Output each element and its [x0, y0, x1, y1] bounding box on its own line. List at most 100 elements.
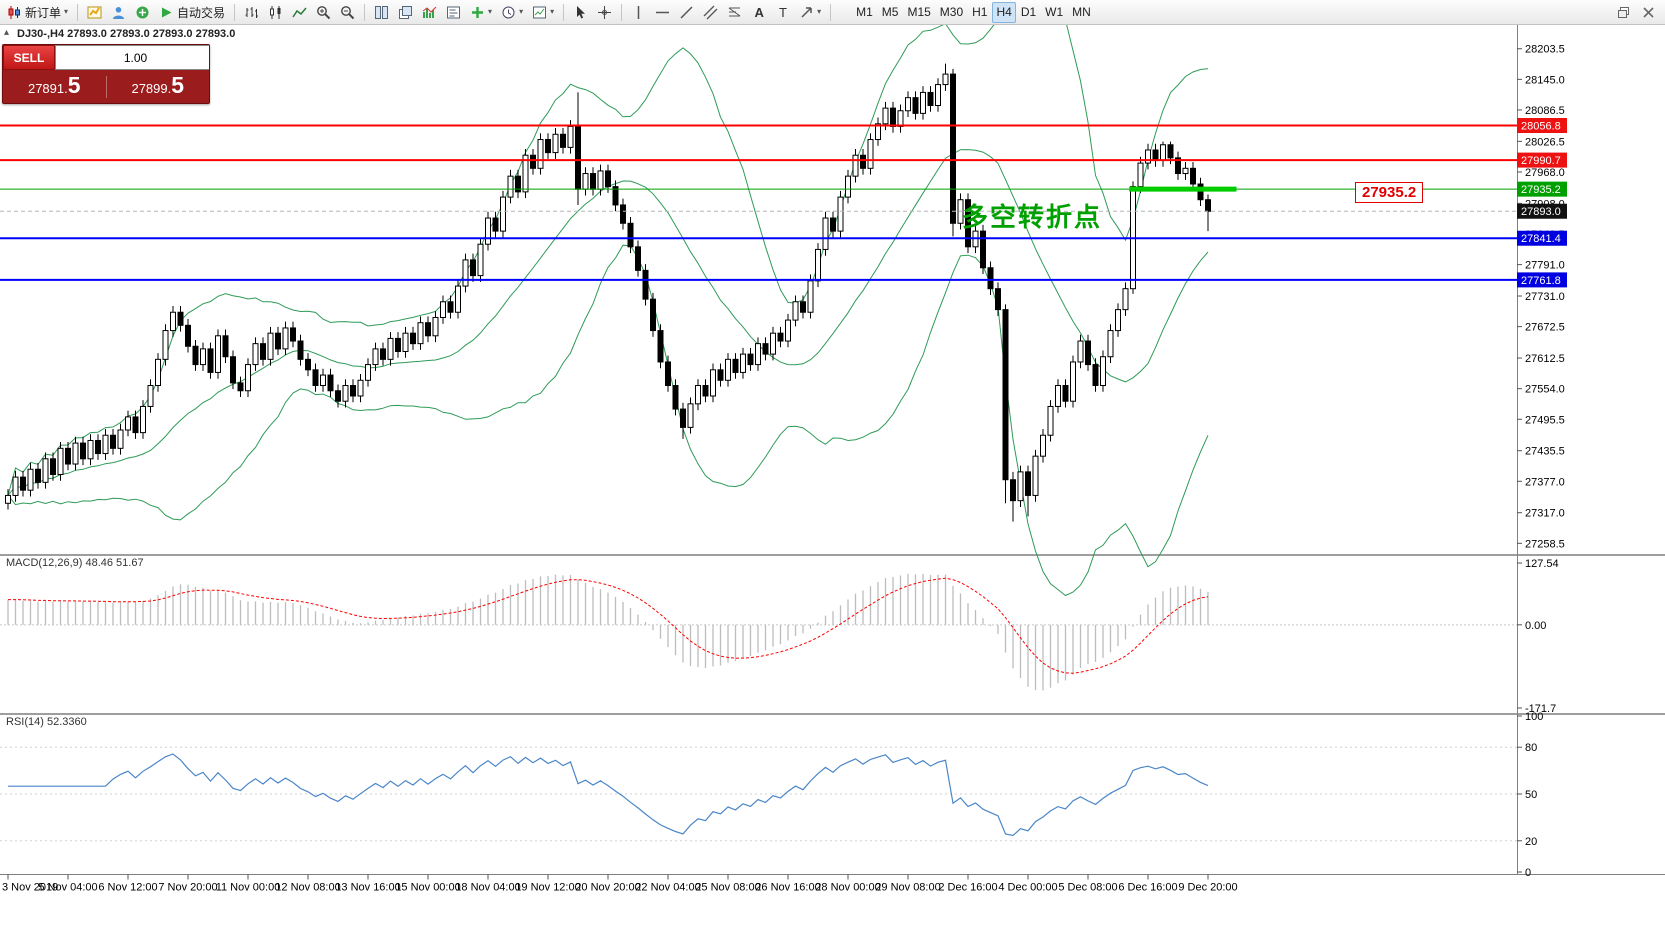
- fibonacci-button[interactable]: [723, 2, 746, 23]
- svg-text:27672.5: 27672.5: [1525, 322, 1565, 334]
- new-order-button[interactable]: 新订单 ▾: [3, 2, 72, 23]
- svg-text:5 Nov 04:00: 5 Nov 04:00: [38, 882, 97, 894]
- svg-text:27893.0: 27893.0: [1521, 206, 1561, 218]
- sell-price[interactable]: 27891.5: [27, 71, 81, 98]
- svg-text:27612.5: 27612.5: [1525, 353, 1565, 365]
- cursor-button[interactable]: [569, 2, 592, 23]
- bar-chart-type-icon: [245, 6, 259, 18]
- autotrading-label: 自动交易: [177, 5, 226, 20]
- cascade-windows-icon: [399, 5, 413, 19]
- new-order-label: 新订单: [25, 5, 62, 20]
- text-tool-button[interactable]: A: [747, 2, 770, 23]
- line-chart-type-button[interactable]: [288, 2, 311, 23]
- channel-icon: [703, 5, 718, 19]
- arrows-button[interactable]: ▾: [795, 2, 825, 23]
- svg-text:28203.5: 28203.5: [1525, 44, 1565, 56]
- sell-button[interactable]: SELL: [3, 45, 55, 70]
- crosshair-button[interactable]: [593, 2, 616, 23]
- svg-text:4 Dec 00:00: 4 Dec 00:00: [998, 882, 1057, 894]
- caret-down-icon: ▾: [488, 7, 493, 16]
- zoom-out-icon: [341, 5, 355, 19]
- close-window-button[interactable]: [1637, 2, 1660, 23]
- trendline-button[interactable]: [675, 2, 698, 23]
- svg-text:6 Dec 16:00: 6 Dec 16:00: [1118, 882, 1177, 894]
- svg-text:T: T: [779, 5, 787, 20]
- indicators-button[interactable]: [418, 2, 441, 23]
- objects-list-button[interactable]: [442, 2, 465, 23]
- svg-text:13 Nov 16:00: 13 Nov 16:00: [335, 882, 400, 894]
- zoom-in-button[interactable]: [312, 2, 335, 23]
- arrow-tool-icon: [801, 6, 812, 18]
- svg-text:27495.5: 27495.5: [1525, 414, 1565, 426]
- indicators-icon: [422, 6, 437, 18]
- macd-panel: 127.54 0.00 -171.7: [0, 558, 1559, 715]
- svg-text:20 Nov 20:00: 20 Nov 20:00: [575, 882, 640, 894]
- svg-text:27761.8: 27761.8: [1521, 275, 1561, 287]
- vertical-line-icon: [637, 5, 640, 19]
- svg-text:28 Nov 00:00: 28 Nov 00:00: [815, 882, 880, 894]
- tab-timeframe-m1[interactable]: M1: [852, 2, 877, 23]
- svg-text:50: 50: [1525, 789, 1537, 801]
- toolbar-separator: [621, 3, 623, 21]
- tab-timeframe-h1[interactable]: H1: [968, 2, 991, 23]
- tab-timeframe-m30[interactable]: M30: [936, 2, 967, 23]
- restore-window-icon: [1618, 6, 1629, 18]
- buy-price[interactable]: 27899.5: [131, 71, 185, 98]
- caret-down-icon: ▾: [64, 7, 69, 16]
- cursor-arrow-icon: [577, 5, 586, 18]
- caret-down-icon: ▾: [817, 7, 822, 16]
- hline-price-label: 27935.2: [1355, 182, 1424, 203]
- cascade-windows-button[interactable]: [394, 2, 417, 23]
- tab-timeframe-m5[interactable]: M5: [878, 2, 903, 23]
- restore-window-button[interactable]: [1612, 2, 1635, 23]
- tab-timeframe-m15[interactable]: M15: [903, 2, 934, 23]
- trade-panel-prices: 27891.5 27899.5: [3, 70, 209, 103]
- lot-input[interactable]: [56, 46, 209, 69]
- svg-text:27968.0: 27968.0: [1525, 167, 1565, 179]
- tile-windows-button[interactable]: [370, 2, 393, 23]
- data-window-button[interactable]: [131, 2, 154, 23]
- tab-timeframe-h4[interactable]: H4: [992, 1, 1016, 23]
- fibonacci-icon: [728, 7, 741, 16]
- price-divider: [105, 75, 107, 98]
- tab-timeframe-d1[interactable]: D1: [1017, 2, 1040, 23]
- close-window-icon: [1643, 6, 1654, 18]
- svg-text:19 Nov 12:00: 19 Nov 12:00: [515, 882, 580, 894]
- svg-text:28056.8: 28056.8: [1521, 121, 1561, 133]
- svg-text:28145.0: 28145.0: [1525, 74, 1565, 86]
- svg-text:11 Nov 00:00: 11 Nov 00:00: [216, 882, 281, 894]
- svg-text:27435.5: 27435.5: [1525, 446, 1565, 458]
- svg-text:18 Nov 04:00: 18 Nov 04:00: [455, 882, 520, 894]
- charts-profile-button[interactable]: [83, 2, 106, 23]
- svg-text:28086.5: 28086.5: [1525, 105, 1565, 117]
- tab-timeframe-mn[interactable]: MN: [1068, 2, 1095, 23]
- market-watch-icon: [113, 6, 125, 19]
- toolbar-separator: [563, 3, 565, 21]
- add-indicator-button[interactable]: ▾: [466, 2, 496, 23]
- templates-button[interactable]: ▾: [528, 2, 558, 23]
- new-order-icon: [8, 5, 20, 19]
- svg-text:0.00: 0.00: [1525, 620, 1546, 632]
- zoom-out-button[interactable]: [336, 2, 359, 23]
- market-watch-button[interactable]: [107, 2, 130, 23]
- text-label-button[interactable]: T: [771, 2, 794, 23]
- trendline-icon: [680, 5, 693, 19]
- equidistant-channel-button[interactable]: [699, 2, 722, 23]
- toolbar-separator: [830, 3, 832, 21]
- horizontal-line-button[interactable]: [651, 2, 674, 23]
- svg-text:27377.0: 27377.0: [1525, 476, 1565, 488]
- bar-chart-type-button[interactable]: [240, 2, 263, 23]
- periods-button[interactable]: ▾: [497, 2, 527, 23]
- svg-text:7 Nov 20:00: 7 Nov 20:00: [158, 882, 217, 894]
- toolbar-right-group: [1612, 2, 1662, 23]
- zoom-in-icon: [317, 5, 331, 19]
- one-click-collapse-button[interactable]: ▴: [4, 27, 10, 38]
- templates-icon: [533, 6, 547, 18]
- svg-text:9 Dec 20:00: 9 Dec 20:00: [1178, 882, 1237, 894]
- vertical-line-button[interactable]: [627, 2, 650, 23]
- autotrading-button[interactable]: 自动交易: [155, 2, 229, 23]
- tab-timeframe-w1[interactable]: W1: [1041, 2, 1067, 23]
- candlestick-type-button[interactable]: [264, 2, 287, 23]
